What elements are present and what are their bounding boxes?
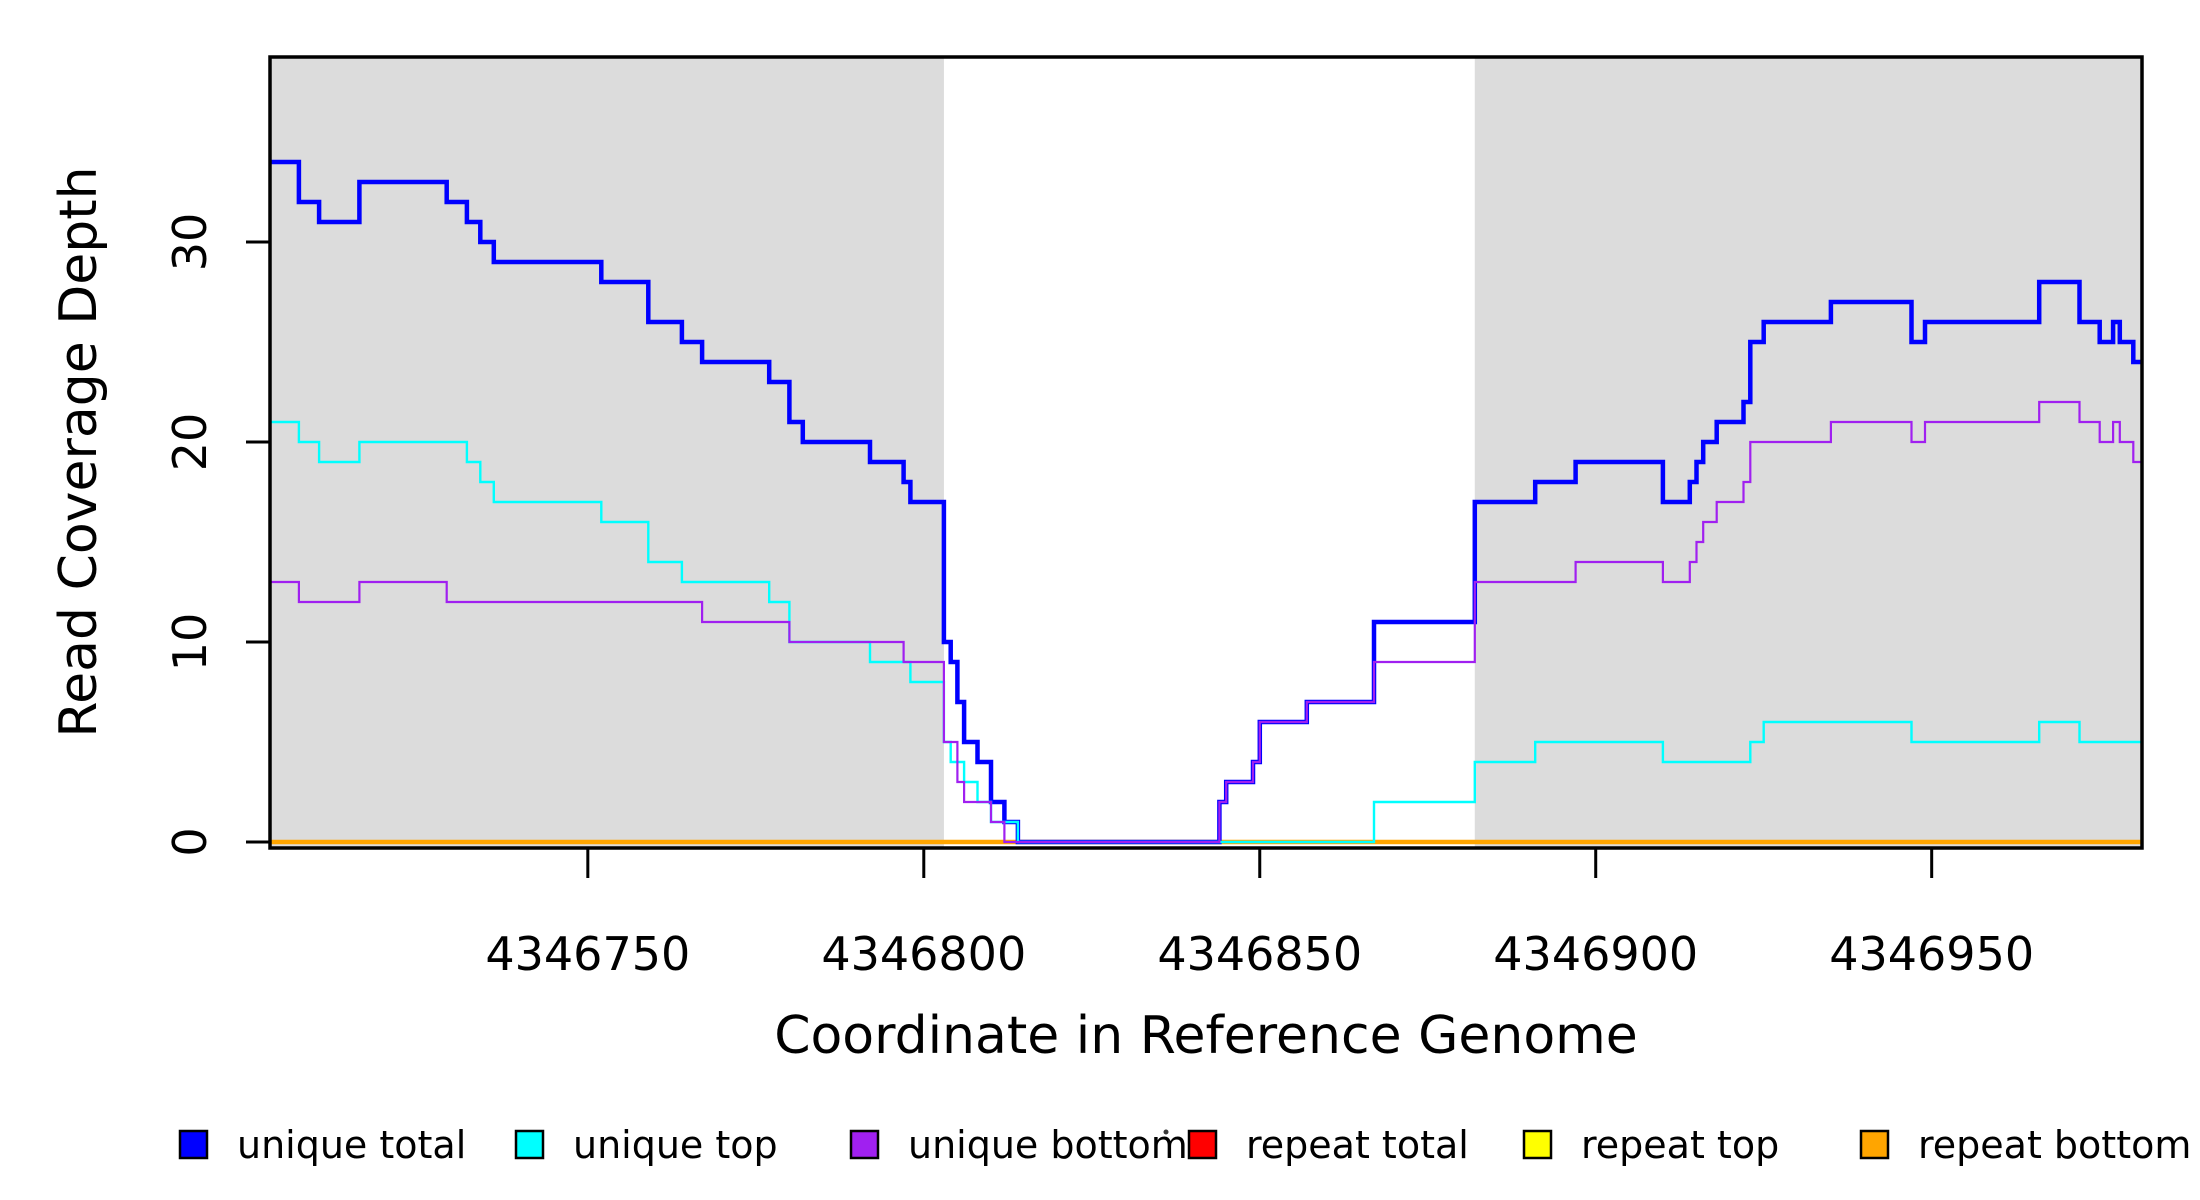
shaded-region-left xyxy=(270,57,944,848)
legend-label: unique total xyxy=(237,1123,466,1167)
legend-swatch xyxy=(514,1129,545,1160)
x-axis-title: Coordinate in Reference Genome xyxy=(774,1006,1638,1066)
shaded-regions-group xyxy=(270,57,2142,848)
stray-dot xyxy=(1163,1129,1169,1135)
legend-item-unique-total: unique total xyxy=(178,1123,466,1167)
y-tick-label: 0 xyxy=(163,827,217,856)
y-tick-label: 10 xyxy=(163,613,217,672)
legend-label: repeat total xyxy=(1246,1123,1469,1167)
x-axis-group: 4346750 4346800 4346850 4346900 4346950 xyxy=(485,848,2034,981)
legend-swatch xyxy=(849,1129,880,1160)
x-tick-label: 4346900 xyxy=(1493,927,1698,981)
legend-group: unique total unique top unique bottom repea… xyxy=(178,1123,2191,1167)
legend-label: unique top xyxy=(573,1123,778,1167)
series-line-unique-bottom xyxy=(270,400,2142,844)
series-lines-group xyxy=(270,159,2142,845)
legend-swatch xyxy=(1522,1129,1553,1160)
legend-swatch xyxy=(178,1129,209,1160)
legend-swatch xyxy=(1859,1129,1890,1160)
y-axis-title: Read Coverage Depth xyxy=(49,166,109,737)
x-tick-label: 4346950 xyxy=(1829,927,2034,981)
plot-border-group xyxy=(268,55,2144,850)
legend-item-unique-top: unique top xyxy=(514,1123,778,1167)
legend-item-repeat-top: repeat top xyxy=(1522,1123,1779,1167)
x-tick-label: 4346850 xyxy=(1157,927,1362,981)
legend-item-unique-bottom: unique bottom xyxy=(849,1123,1188,1167)
x-tick-label: 4346800 xyxy=(821,927,1026,981)
legend-label: repeat top xyxy=(1581,1123,1779,1167)
legend-label: repeat bottom xyxy=(1918,1123,2191,1167)
shaded-region-right xyxy=(1474,57,2142,848)
y-tick-label: 20 xyxy=(163,413,217,472)
legend-item-repeat-total: repeat total xyxy=(1187,1123,1469,1167)
y-axis-group: 0 10 20 30 xyxy=(163,213,270,857)
y-tick-label: 30 xyxy=(163,213,217,272)
plot-border xyxy=(268,55,2144,850)
legend-item-repeat-bottom: repeat bottom xyxy=(1859,1123,2191,1167)
axis-titles-group: Coordinate in Reference Genome Read Cover… xyxy=(49,166,1638,1066)
legend-label: unique bottom xyxy=(908,1123,1188,1167)
legend-swatch xyxy=(1187,1129,1218,1160)
x-tick-label: 4346750 xyxy=(485,927,690,981)
